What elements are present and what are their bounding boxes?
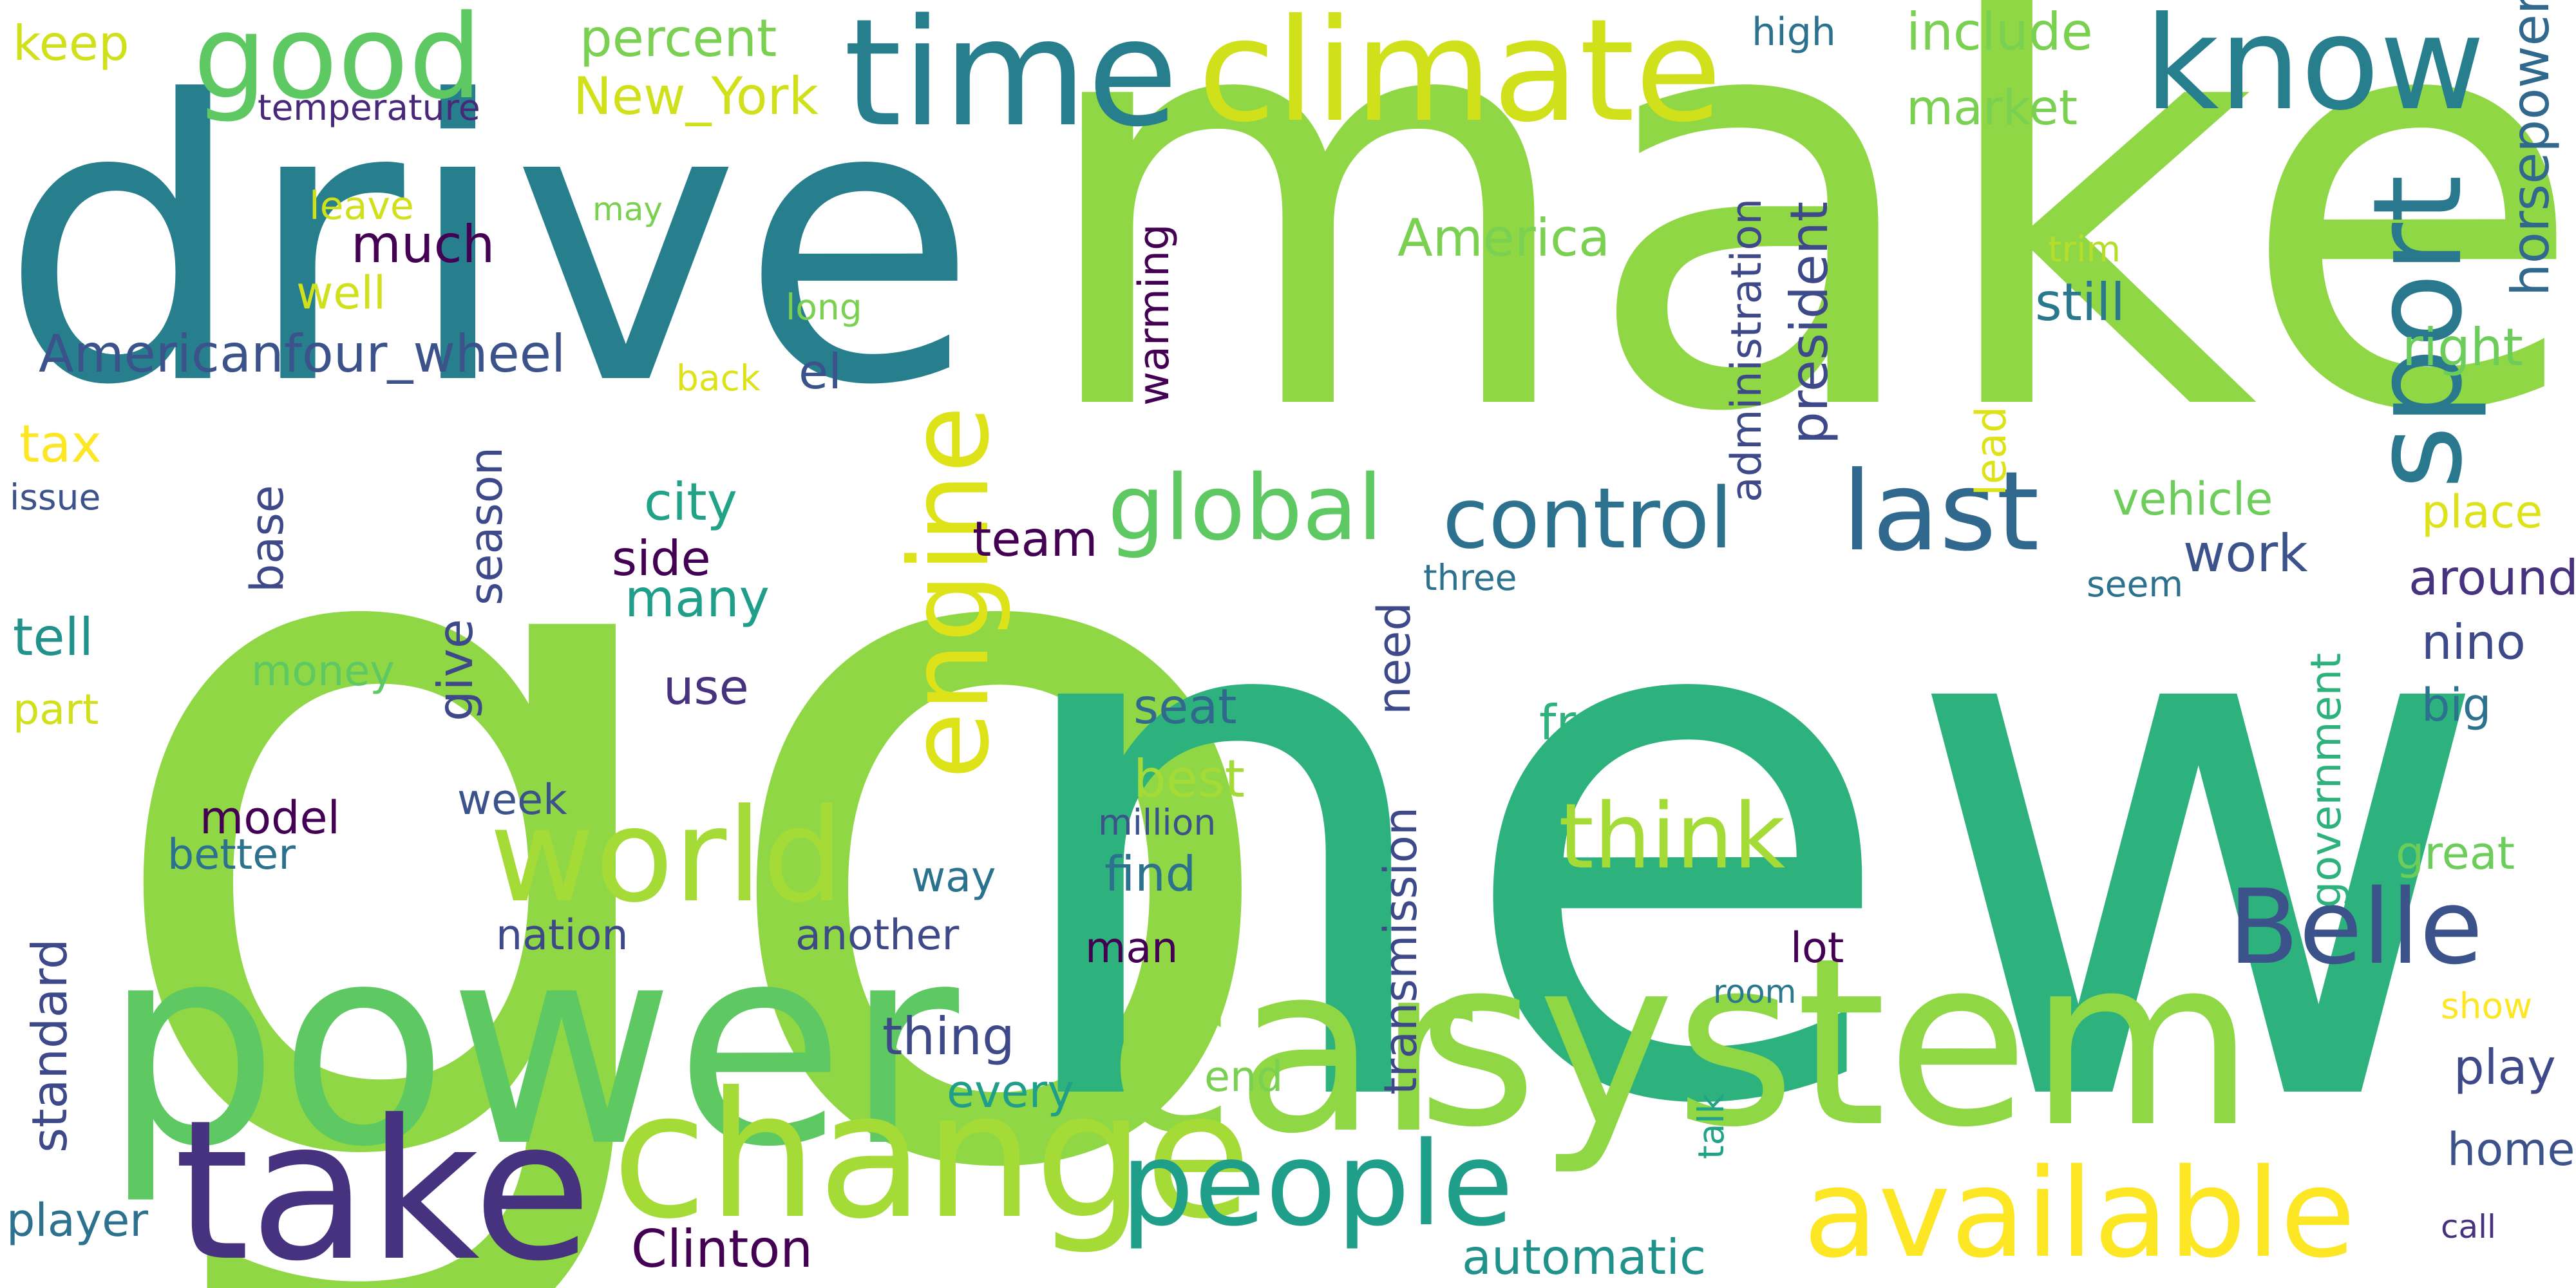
word: every bbox=[947, 1065, 1074, 1118]
word: give bbox=[427, 619, 484, 721]
word: player bbox=[6, 1194, 149, 1247]
word: part bbox=[13, 686, 99, 734]
word: trim bbox=[2048, 229, 2121, 270]
word: president bbox=[1779, 201, 1839, 444]
word: side bbox=[612, 530, 711, 587]
word: nino bbox=[2421, 614, 2526, 670]
word: transmission bbox=[1374, 806, 1427, 1095]
word: good bbox=[193, 0, 482, 125]
word: warming bbox=[1130, 223, 1179, 406]
word: best bbox=[1133, 749, 1245, 809]
word: million bbox=[1098, 802, 1217, 843]
word: administration bbox=[1723, 198, 1771, 502]
word: standard bbox=[21, 938, 78, 1153]
word: automatic bbox=[1462, 1229, 1707, 1285]
word: may bbox=[592, 191, 663, 228]
word: week bbox=[457, 776, 567, 824]
word: big bbox=[2421, 679, 2492, 732]
word: car bbox=[1108, 914, 1473, 1184]
word: take bbox=[174, 1079, 592, 1288]
word: way bbox=[911, 853, 996, 902]
word: keep bbox=[13, 15, 129, 71]
word: issue bbox=[10, 477, 101, 518]
word: talk bbox=[1690, 1093, 1732, 1159]
word: front bbox=[1539, 694, 1654, 751]
word: find bbox=[1104, 846, 1197, 902]
word: engine bbox=[886, 406, 1014, 779]
word: high bbox=[1752, 10, 1836, 55]
word: better bbox=[167, 831, 296, 879]
word: end bbox=[1204, 1053, 1283, 1101]
word: nation bbox=[496, 911, 629, 960]
word: season bbox=[460, 446, 513, 605]
word: market bbox=[1906, 79, 2078, 136]
word: great bbox=[2396, 827, 2515, 880]
word: show bbox=[2441, 985, 2533, 1027]
word: home bbox=[2447, 1123, 2575, 1176]
word: tell bbox=[13, 607, 94, 667]
word: lot bbox=[1790, 924, 1844, 972]
word: last bbox=[1842, 448, 2040, 576]
word: call bbox=[2441, 1208, 2496, 1245]
word: know bbox=[2145, 0, 2485, 139]
word: control bbox=[1443, 469, 1733, 567]
word: power bbox=[103, 886, 960, 1208]
word: another bbox=[795, 911, 960, 960]
word: three bbox=[1423, 557, 1517, 598]
word: think bbox=[1558, 784, 1786, 889]
word: el bbox=[799, 343, 842, 400]
word: vehicle bbox=[2112, 473, 2273, 526]
word: well bbox=[296, 267, 386, 319]
word: long bbox=[786, 287, 862, 328]
word: man bbox=[1085, 924, 1179, 972]
word: people bbox=[1121, 1117, 1514, 1252]
word: work bbox=[2183, 524, 2308, 583]
word: climate bbox=[1198, 0, 1722, 153]
word: Americanfour_wheel bbox=[39, 324, 566, 384]
word: money bbox=[251, 647, 395, 696]
word: government bbox=[2302, 652, 2351, 908]
word: need bbox=[1368, 602, 1421, 715]
word: include bbox=[1906, 2, 2093, 62]
word: seem bbox=[2087, 564, 2183, 605]
word: global bbox=[1108, 456, 1383, 561]
word: tax bbox=[19, 414, 102, 474]
word: thing bbox=[882, 1007, 1015, 1066]
word: lead bbox=[1967, 406, 2016, 496]
word: world bbox=[489, 781, 844, 931]
word: play bbox=[2454, 1039, 2556, 1095]
word: base bbox=[241, 485, 294, 592]
word: time bbox=[844, 0, 1179, 160]
word: drive bbox=[0, 19, 978, 469]
word: much bbox=[351, 214, 495, 274]
word: still bbox=[2035, 272, 2125, 332]
word: many bbox=[625, 569, 770, 629]
word: America bbox=[1397, 208, 1610, 268]
word: leave bbox=[309, 184, 414, 229]
word: go bbox=[90, 256, 1294, 1288]
word: back bbox=[676, 357, 761, 399]
word: horsepower bbox=[2501, 0, 2561, 296]
word: model bbox=[200, 791, 340, 844]
word: around bbox=[2409, 549, 2576, 606]
word: available bbox=[1803, 1142, 2356, 1285]
word: room bbox=[1713, 973, 1797, 1010]
word: place bbox=[2421, 486, 2543, 538]
word: temperature bbox=[258, 87, 480, 128]
word: seat bbox=[1133, 678, 1237, 735]
word: right bbox=[2402, 317, 2523, 377]
word: change bbox=[612, 1054, 1252, 1257]
word: make bbox=[1030, 0, 2576, 536]
word: Belle bbox=[2228, 867, 2483, 987]
word: percent bbox=[580, 8, 777, 68]
word: use bbox=[663, 659, 749, 715]
word: system bbox=[1417, 908, 2255, 1178]
word: Clinton bbox=[631, 1219, 813, 1279]
word: new bbox=[992, 417, 2496, 1264]
word: team bbox=[972, 511, 1098, 567]
word: New_York bbox=[573, 66, 819, 126]
word: city bbox=[644, 472, 737, 532]
